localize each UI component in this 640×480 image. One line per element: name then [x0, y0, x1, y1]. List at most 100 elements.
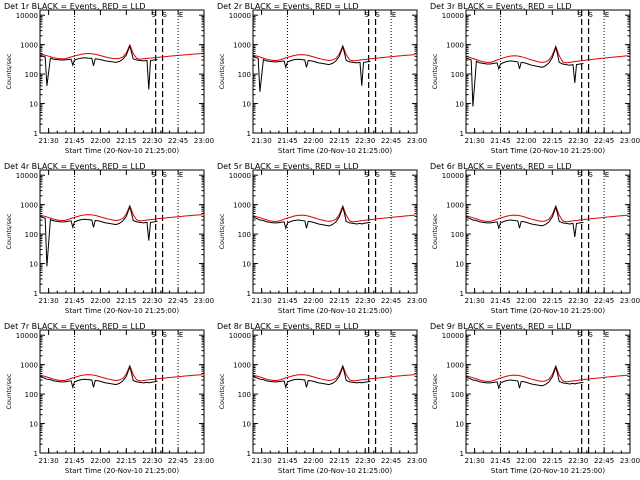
x-tick-label: 21:45 [64, 137, 84, 145]
chart-title: Det 8r BLACK = Events, RED = LLD [217, 322, 359, 331]
y-tick-label: 100 [451, 71, 464, 79]
plot-frame [39, 329, 205, 454]
chart-title: Det 3r BLACK = Events, RED = LLD [430, 2, 572, 11]
x-tick-label: 21:30 [465, 297, 485, 305]
plot-frame [252, 329, 418, 454]
y-tick-label: 100 [238, 231, 251, 239]
x-axis-label: Start Time (20-Nov-10 21:25:00) [491, 307, 605, 315]
marker-label-s: S [577, 11, 582, 19]
y-tick-label: 10000 [442, 332, 464, 340]
y-tick-label: 100 [238, 71, 251, 79]
chart-title: Det 5r BLACK = Events, RED = LLD [217, 162, 359, 171]
x-tick-label: 21:30 [252, 137, 272, 145]
y-tick-label: 1 [34, 130, 38, 138]
plot-frame [465, 329, 631, 454]
x-tick-label: 23:00 [194, 137, 214, 145]
x-tick-label: 22:30 [568, 457, 588, 465]
y-axis-label: Counts/sec [431, 213, 439, 249]
x-tick-label: 21:30 [465, 137, 485, 145]
x-axis-label: Start Time (20-Nov-10 21:25:00) [491, 147, 605, 155]
x-tick-label: 23:00 [620, 457, 640, 465]
y-tick-label: 1 [247, 290, 251, 298]
x-tick-label: 22:30 [142, 297, 162, 305]
x-axis-label: Start Time (20-Nov-10 21:25:00) [65, 307, 179, 315]
marker-label-e: E [605, 171, 609, 179]
x-tick-label: 21:30 [252, 457, 272, 465]
x-tick-label: 22:45 [168, 137, 188, 145]
marker-label-s: S [577, 171, 582, 179]
y-tick-label: 10000 [229, 332, 251, 340]
chart-title: Det 1r BLACK = Events, RED = LLD [4, 2, 146, 11]
chart-panel-1: Det 1r BLACK = Events, RED = LLD S S E 1 10 10… [4, 2, 214, 155]
x-tick-label: 22:45 [168, 457, 188, 465]
y-tick-label: 100 [451, 391, 464, 399]
x-tick-label: 22:30 [568, 137, 588, 145]
y-tick-label: 10 [29, 101, 38, 109]
y-tick-label: 1000 [446, 202, 464, 210]
marker-label-s: S [151, 11, 156, 19]
y-tick-label: 10000 [442, 172, 464, 180]
y-tick-label: 100 [238, 391, 251, 399]
x-tick-label: 23:00 [407, 297, 427, 305]
y-axis-label: Counts/sec [431, 373, 439, 409]
y-axis-label: Counts/sec [5, 373, 13, 409]
events-series-line [465, 205, 584, 237]
x-tick-label: 23:00 [620, 137, 640, 145]
x-tick-label: 22:00 [303, 297, 323, 305]
marker-label-s: S [364, 171, 369, 179]
lld-series-line [465, 364, 629, 383]
y-tick-label: 100 [451, 231, 464, 239]
x-tick-label: 21:45 [490, 457, 510, 465]
marker-label-s: S [375, 331, 380, 339]
y-tick-label: 1000 [446, 362, 464, 370]
x-tick-label: 22:30 [142, 457, 162, 465]
y-tick-label: 1 [460, 130, 464, 138]
x-tick-label: 22:15 [542, 457, 562, 465]
x-tick-label: 21:30 [39, 137, 59, 145]
y-tick-label: 1000 [20, 362, 38, 370]
marker-label-s: S [151, 331, 156, 339]
x-tick-label: 22:45 [168, 297, 188, 305]
y-axis-label: Counts/sec [431, 53, 439, 89]
marker-label-s: S [588, 171, 593, 179]
x-tick-label: 22:30 [142, 137, 162, 145]
y-tick-label: 100 [25, 231, 38, 239]
x-tick-label: 21:45 [64, 297, 84, 305]
x-tick-label: 21:30 [252, 297, 272, 305]
x-tick-label: 21:30 [39, 457, 59, 465]
x-tick-label: 22:15 [116, 297, 136, 305]
y-tick-label: 10 [242, 261, 251, 269]
y-tick-label: 10000 [16, 172, 38, 180]
y-tick-label: 10 [455, 101, 464, 109]
x-tick-label: 22:00 [90, 297, 110, 305]
marker-label-s: S [162, 171, 167, 179]
plot-frame [465, 9, 631, 134]
y-tick-label: 10 [242, 421, 251, 429]
x-tick-label: 21:45 [277, 297, 297, 305]
x-tick-label: 22:15 [542, 297, 562, 305]
plot-frame [465, 169, 631, 294]
x-tick-label: 22:45 [594, 457, 614, 465]
x-tick-label: 22:15 [116, 457, 136, 465]
y-tick-label: 10000 [229, 172, 251, 180]
events-series-line [39, 205, 158, 267]
x-tick-label: 23:00 [407, 457, 427, 465]
y-tick-label: 1000 [20, 202, 38, 210]
y-axis-label: Counts/sec [218, 213, 226, 249]
marker-label-s: S [162, 11, 167, 19]
events-series-line [252, 365, 371, 390]
chart-title: Det 2r BLACK = Events, RED = LLD [217, 2, 359, 11]
y-tick-label: 1000 [233, 362, 251, 370]
lld-series-line [252, 204, 416, 223]
x-tick-label: 22:15 [329, 137, 349, 145]
chart-panel-7: Det 7r BLACK = Events, RED = LLD S S E 1 10 10… [4, 322, 214, 475]
x-axis-label: Start Time (20-Nov-10 21:25:00) [278, 467, 392, 475]
x-tick-label: 22:00 [303, 137, 323, 145]
marker-label-e: E [605, 331, 609, 339]
marker-label-s: S [588, 331, 593, 339]
x-tick-label: 22:30 [568, 297, 588, 305]
y-tick-label: 1 [247, 130, 251, 138]
x-tick-label: 21:45 [64, 457, 84, 465]
x-tick-label: 21:30 [465, 457, 485, 465]
x-tick-label: 22:45 [381, 137, 401, 145]
